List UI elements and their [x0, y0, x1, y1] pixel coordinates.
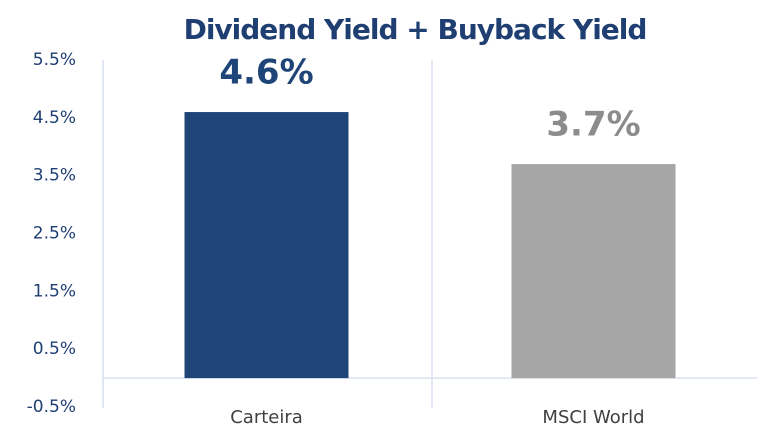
y-tick-label: 5.5%: [33, 50, 76, 70]
bar: [511, 164, 676, 379]
y-tick-label: 3.5%: [33, 166, 76, 186]
value-label: 4.6%: [219, 53, 313, 93]
y-tick-label: 2.5%: [33, 224, 76, 244]
y-tick-label: 1.5%: [33, 281, 76, 301]
x-tick-label: MSCI World: [542, 407, 644, 428]
y-tick-label: 0.5%: [33, 339, 76, 359]
x-tick-label: Carteira: [230, 407, 303, 428]
bar: [184, 112, 349, 379]
value-label: 3.7%: [546, 105, 640, 145]
y-tick-label: -0.5%: [27, 397, 76, 417]
chart-title: Dividend Yield + Buyback Yield: [184, 13, 647, 46]
y-tick-label: 4.5%: [33, 108, 76, 128]
